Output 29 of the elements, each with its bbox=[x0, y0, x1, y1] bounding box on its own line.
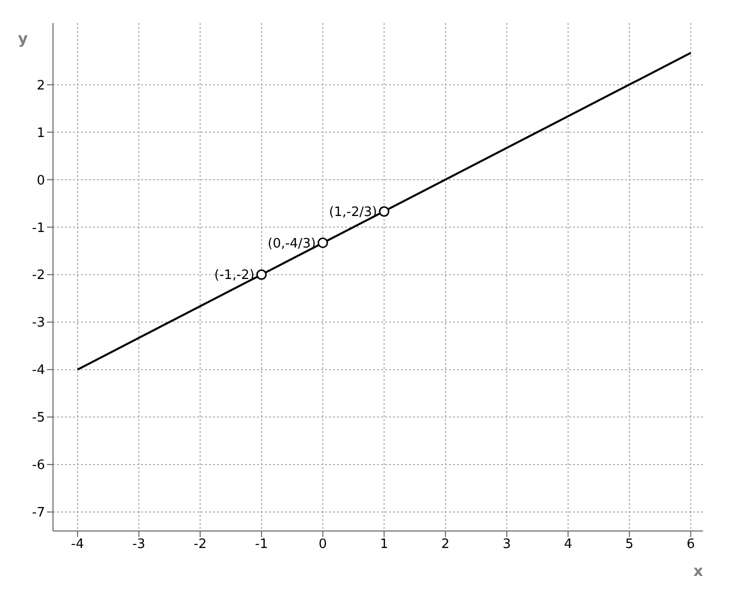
x-tick-label: 1 bbox=[380, 537, 388, 552]
y-tick-label: -4 bbox=[32, 363, 45, 378]
x-axis-title: x bbox=[693, 562, 704, 580]
x-tick-label: -4 bbox=[71, 537, 84, 552]
x-tick-label: 0 bbox=[318, 537, 327, 552]
x-tick-label: 4 bbox=[564, 537, 572, 552]
point bbox=[378, 206, 390, 217]
y-tick-label: 1 bbox=[36, 126, 45, 141]
x-tick-label: -1 bbox=[255, 537, 268, 552]
y-tick-label: -5 bbox=[32, 410, 45, 426]
y-tick-label: -2 bbox=[32, 268, 45, 284]
y-tick-label: -3 bbox=[32, 316, 45, 331]
x-tick-label: -2 bbox=[194, 537, 207, 552]
y-tick-label: 2 bbox=[36, 78, 45, 94]
annotation: (-1,-2) bbox=[214, 268, 254, 284]
y-tick-label: -7 bbox=[32, 506, 45, 521]
x-tick-label: 2 bbox=[441, 537, 450, 552]
x-tick-label: -3 bbox=[132, 537, 146, 552]
x-tick-label: 6 bbox=[686, 537, 695, 552]
point bbox=[256, 269, 267, 280]
x-tick-label: 3 bbox=[502, 537, 511, 552]
point bbox=[318, 238, 328, 248]
y-tick-label: -1 bbox=[32, 220, 45, 236]
y-tick-label: -6 bbox=[32, 458, 45, 474]
annotation: (1,-2/3) bbox=[328, 205, 378, 220]
annotation: (0,-4/3) bbox=[268, 236, 316, 252]
y-tick-label: 0 bbox=[36, 173, 45, 188]
x-tick-label: 5 bbox=[625, 537, 634, 552]
y-axis-title: y bbox=[18, 30, 28, 48]
